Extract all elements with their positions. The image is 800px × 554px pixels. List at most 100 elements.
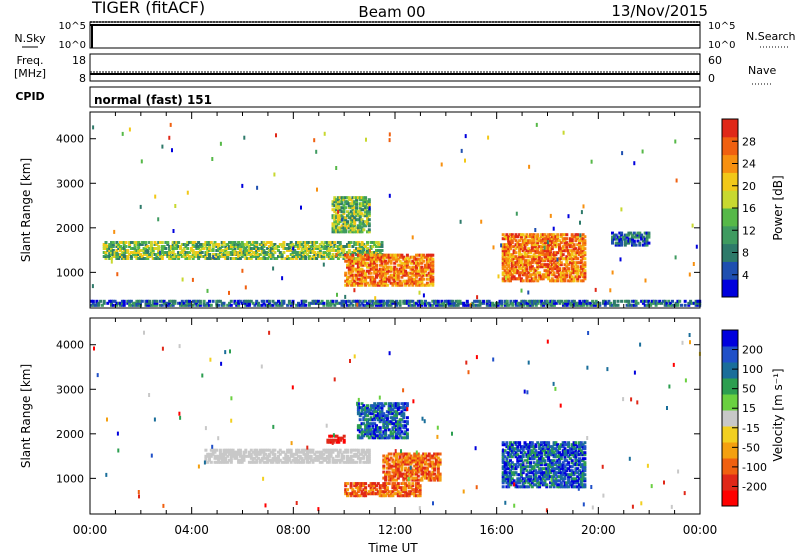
range-gate-cell — [356, 412, 360, 416]
range-gate-cell — [331, 456, 335, 460]
range-gate-cell — [447, 301, 451, 305]
range-gate-cell — [545, 275, 549, 279]
range-gate-cell — [431, 303, 435, 307]
range-gate-cell — [539, 239, 543, 243]
range-gate-cell — [362, 224, 366, 228]
range-gate-cell — [543, 441, 547, 445]
range-gate-cell — [351, 218, 355, 222]
range-gate-cell — [420, 283, 424, 287]
range-gate-cell — [333, 196, 337, 200]
range-gate-cell — [547, 443, 551, 447]
range-gate-cell — [616, 237, 620, 241]
scatter-cell — [361, 242, 364, 246]
range-gate-cell — [623, 241, 627, 245]
range-gate-cell — [186, 243, 190, 246]
range-gate-cell — [391, 464, 395, 468]
range-gate-cell — [315, 257, 319, 260]
range-gate-cell — [539, 457, 543, 461]
range-gate-cell — [539, 467, 543, 471]
range-gate-cell — [373, 267, 377, 271]
range-gate-cell — [353, 251, 357, 254]
range-gate-cell — [189, 255, 193, 258]
range-gate-cell — [565, 459, 569, 463]
range-gate-cell — [409, 474, 413, 478]
range-gate-cell — [342, 222, 346, 226]
range-gate-cell — [269, 303, 273, 307]
range-gate-cell — [129, 241, 133, 244]
range-gate-cell — [349, 220, 353, 224]
range-gate-cell — [514, 261, 518, 265]
range-gate-cell — [131, 301, 135, 305]
range-gate-cell — [396, 472, 400, 476]
range-gate-cell — [420, 468, 424, 472]
range-gate-cell — [197, 257, 201, 260]
range-gate-cell — [501, 455, 505, 459]
range-gate-cell — [373, 283, 377, 287]
range-gate-cell — [514, 235, 518, 239]
scatter-cell — [159, 250, 161, 255]
range-gate-cell — [271, 448, 275, 452]
range-gate-cell — [620, 239, 624, 243]
range-gate-cell — [229, 299, 233, 303]
range-gate-cell — [632, 303, 636, 307]
range-gate-cell — [563, 239, 567, 243]
range-gate-cell — [579, 259, 583, 263]
range-gate-cell — [166, 303, 170, 307]
range-gate-cell — [536, 301, 540, 305]
range-gate-cell — [519, 445, 523, 449]
range-gate-cell — [108, 243, 112, 246]
range-gate-cell — [558, 299, 562, 303]
range-gate-cell — [527, 279, 531, 283]
range-gate-cell — [512, 235, 516, 239]
range-gate-cell — [427, 470, 431, 474]
range-gate-cell — [367, 410, 371, 414]
range-gate-cell — [244, 243, 248, 246]
range-gate-cell — [376, 281, 380, 285]
range-gate-cell — [436, 299, 440, 303]
range-gate-cell — [91, 301, 95, 305]
range-gate-cell — [552, 455, 556, 459]
range-gate-cell — [119, 255, 122, 258]
range-gate-cell — [509, 473, 512, 477]
range-gate-cell — [229, 251, 233, 254]
range-gate-cell — [538, 469, 542, 473]
range-gate-cell — [496, 303, 500, 307]
range-gate-cell — [583, 263, 587, 267]
range-gate-cell — [561, 451, 565, 455]
range-gate-cell — [530, 261, 534, 265]
range-gate-cell — [549, 257, 552, 261]
range-gate-cell — [507, 483, 511, 487]
range-gate-cell — [578, 473, 581, 477]
range-gate-cell — [355, 196, 359, 200]
range-gate-cell — [415, 259, 418, 263]
range-gate-cell — [119, 241, 122, 244]
range-gate-cell — [347, 299, 351, 303]
range-gate-cell — [411, 277, 415, 281]
range-gate-cell — [373, 269, 377, 273]
range-gate-cell — [298, 245, 302, 248]
range-gate-cell — [445, 301, 449, 305]
range-gate-cell — [340, 303, 344, 307]
range-gate-cell — [574, 233, 578, 237]
range-gate-cell — [395, 277, 398, 281]
range-gate-cell — [507, 269, 511, 273]
range-gate-cell — [385, 418, 389, 422]
range-gate-cell — [425, 454, 429, 458]
range-gate-cell — [373, 257, 377, 261]
range-gate-cell — [389, 476, 393, 480]
range-gate-cell — [277, 255, 280, 258]
range-gate-cell — [579, 237, 583, 241]
range-gate-cell — [579, 271, 583, 275]
range-gate-cell — [404, 402, 408, 406]
range-gate-cell — [658, 301, 662, 305]
scatter-cell — [535, 122, 538, 127]
range-gate-cell — [391, 474, 395, 478]
power-x-axis-ticks — [89, 112, 701, 308]
scatter-cell — [171, 148, 173, 153]
range-gate-cell — [552, 299, 556, 303]
range-gate-cell — [108, 257, 112, 260]
range-gate-cell — [415, 456, 418, 460]
range-gate-cell — [369, 251, 373, 254]
range-gate-cell — [306, 247, 309, 250]
range-gate-cell — [355, 212, 359, 216]
